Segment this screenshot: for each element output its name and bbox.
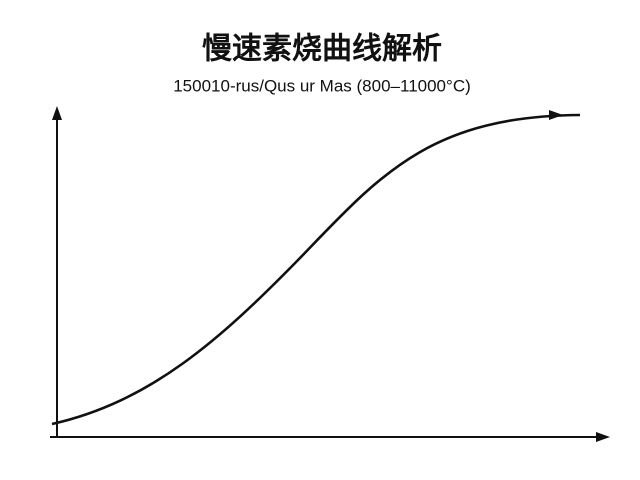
curve-arrow: [549, 110, 563, 120]
y-axis-arrow: [52, 106, 62, 120]
x-axis-arrow: [596, 432, 610, 442]
curve: [51, 113, 581, 426]
axes: [50, 118, 598, 438]
chart-title: 慢速素烧曲线解析: [202, 32, 442, 67]
chart-subtitle: 150010-rus/Qus ur Mas (800–11000°C): [173, 76, 471, 95]
